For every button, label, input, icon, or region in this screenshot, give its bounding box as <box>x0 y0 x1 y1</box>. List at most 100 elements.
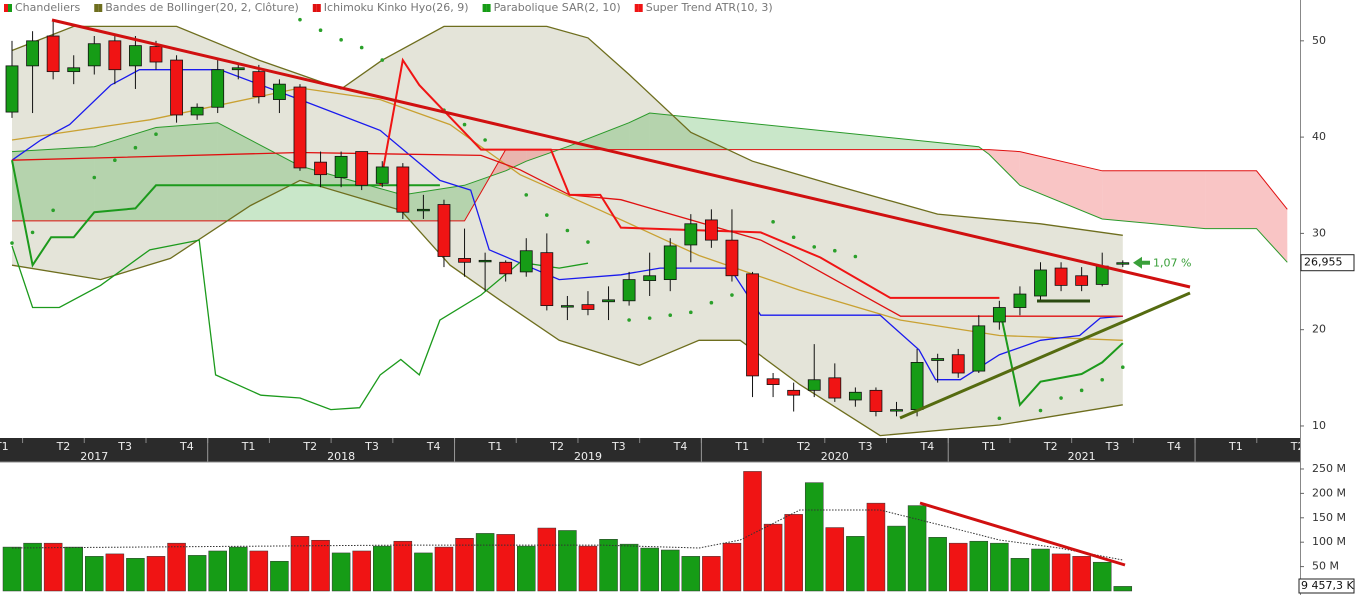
y-tick-label: 40 <box>1312 130 1326 143</box>
indicator-line <box>998 307 1124 407</box>
volume-bar <box>619 543 639 592</box>
legend-label: Super Trend ATR(10, 3) <box>646 1 773 14</box>
trend-line <box>899 291 1191 420</box>
candle-body <box>26 40 39 67</box>
sar-dot <box>791 235 796 240</box>
candle-body <box>252 71 266 98</box>
candle-body <box>684 223 698 246</box>
candle-body <box>67 67 81 73</box>
y-tick-label: 100 M <box>1312 535 1346 548</box>
volume-bar <box>1010 558 1030 592</box>
volume-bar <box>866 502 886 592</box>
sar-dot <box>133 145 138 150</box>
sar-dot <box>565 228 570 233</box>
sar-dot <box>545 213 549 217</box>
sar-dot <box>812 245 817 249</box>
quarter-label: T3 <box>1105 440 1120 453</box>
volume-bar <box>702 556 721 592</box>
legend-label: Ichimoku Kinko Hyo(26, 9) <box>324 1 469 14</box>
sar-dot <box>833 248 837 253</box>
sar-dot <box>462 122 467 127</box>
volume-bar <box>743 471 762 592</box>
sar-dot <box>1059 396 1063 400</box>
volume-bar <box>105 553 125 592</box>
sar-dot <box>1120 365 1125 370</box>
volume-bar <box>43 542 63 592</box>
volume-bar <box>784 514 803 592</box>
candle-body <box>869 389 883 412</box>
sar-dot <box>586 240 590 244</box>
indicator-line <box>11 25 1123 236</box>
legend-swatch <box>98 4 103 12</box>
volume-bar <box>969 540 989 592</box>
legend-swatch <box>486 4 491 12</box>
sar-dot <box>853 254 858 259</box>
sar-dot <box>997 416 1002 421</box>
legend-swatch <box>638 4 643 12</box>
y-tick-label: 50 M <box>1312 560 1339 573</box>
candle-body <box>437 204 451 257</box>
volume-bar <box>660 549 680 592</box>
indicator-line <box>11 69 1123 381</box>
quarter-label: T3 <box>117 440 132 453</box>
candle-body <box>87 43 101 67</box>
candle-body <box>663 245 677 281</box>
year-label: 2019 <box>574 450 602 463</box>
cloud <box>1102 170 1206 229</box>
quarter-label: T2 <box>1043 440 1058 453</box>
volume-bar <box>640 547 659 592</box>
last-price-box <box>1300 254 1355 272</box>
candle-body <box>416 208 430 212</box>
cloud <box>505 149 527 171</box>
y-tick-label: 20 <box>1312 323 1326 336</box>
cloud <box>94 127 156 221</box>
legend-swatch <box>4 4 8 12</box>
candle-body <box>190 106 204 116</box>
volume-bar <box>167 542 186 592</box>
indicator-line <box>379 57 1000 299</box>
cloud <box>649 113 979 150</box>
candle-body <box>46 35 60 73</box>
last-volume-label: 9 457,3 K <box>1301 579 1354 592</box>
volume-bar <box>1113 586 1133 592</box>
volume-bar <box>249 550 269 592</box>
year-label: 2021 <box>1068 450 1096 463</box>
quarter-label: T3 <box>858 440 873 453</box>
volume-bar <box>907 505 927 592</box>
volume-bar <box>434 546 454 592</box>
volume-bar <box>722 542 742 592</box>
quarter-label: T1 <box>0 440 9 453</box>
candle-body <box>1013 293 1027 308</box>
cloud <box>989 149 1020 186</box>
volume-bar <box>517 545 536 592</box>
sar-dot <box>647 316 652 320</box>
span-b <box>12 149 1288 222</box>
y-tick-label: 30 <box>1312 226 1326 239</box>
volume-bar <box>1051 553 1071 592</box>
volume-bar <box>352 550 371 592</box>
quarter-label: T1 <box>241 440 256 453</box>
candle-body <box>499 261 513 275</box>
legend-label: Bandes de Bollinger(20, 2, Clôture) <box>105 1 299 14</box>
candle-body <box>334 155 348 178</box>
candle-body <box>478 259 492 263</box>
cloud <box>629 113 650 150</box>
sar-dot <box>380 58 385 62</box>
cloud <box>1256 170 1288 263</box>
volume-bar <box>990 542 1009 592</box>
last-price-label: 26,955 <box>1304 256 1343 269</box>
candle-body <box>458 258 471 263</box>
y-tick-label: 250 M <box>1312 462 1346 475</box>
y-tick-label: 200 M <box>1312 486 1346 499</box>
candle-body <box>1054 267 1068 286</box>
candle-body <box>622 279 636 302</box>
candle-body <box>951 354 965 374</box>
cloud <box>217 122 300 221</box>
candle-body <box>375 166 389 184</box>
sar-dot <box>51 208 55 213</box>
candle-body <box>293 86 307 169</box>
volume-bar <box>763 523 783 592</box>
volume-bar <box>475 533 495 592</box>
candle-body <box>972 325 986 372</box>
quarter-label: T4 <box>920 440 935 453</box>
